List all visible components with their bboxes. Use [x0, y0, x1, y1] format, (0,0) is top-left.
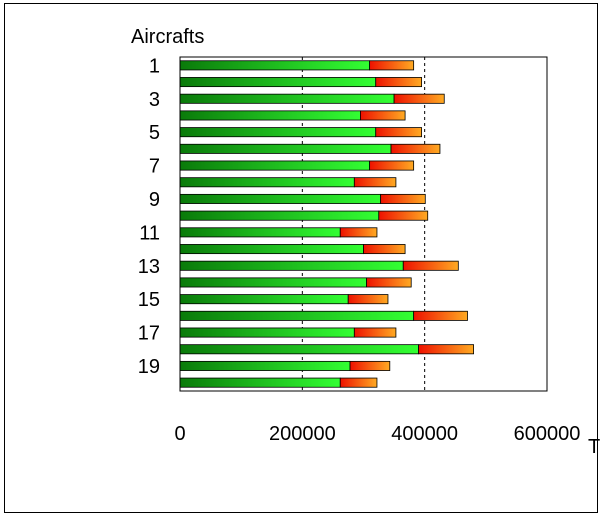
x-tick-label-400000: 400000 — [391, 423, 458, 445]
bar-segment-2-aircraft-11 — [339, 227, 378, 238]
x-tick-label-600000: 600000 — [514, 423, 581, 445]
y-tick-label-7: 7 — [149, 156, 160, 178]
x-axis-title: T — [588, 436, 600, 458]
bar-segment-1-aircraft-6 — [179, 143, 392, 154]
y-tick-label-5: 5 — [149, 122, 160, 144]
bar-segment-2-aircraft-18 — [418, 344, 474, 355]
bar-segment-2-aircraft-7 — [369, 160, 415, 171]
bar-segment-2-aircraft-16 — [413, 310, 468, 321]
bar-segment-2-aircraft-17 — [353, 327, 397, 338]
bar-segment-2-aircraft-10 — [378, 210, 429, 221]
y-tick-label-13: 13 — [138, 256, 160, 278]
bar-segment-2-aircraft-2 — [375, 77, 423, 88]
bar-segment-1-aircraft-2 — [179, 77, 377, 88]
bar-segment-1-aircraft-20 — [179, 377, 341, 388]
bar-segment-1-aircraft-7 — [179, 160, 371, 171]
bar-segment-1-aircraft-8 — [179, 177, 355, 188]
x-tick-label-200000: 200000 — [269, 423, 336, 445]
bar-segment-2-aircraft-1 — [369, 60, 415, 71]
y-tick-label-17: 17 — [138, 323, 160, 345]
bar-segment-2-aircraft-3 — [393, 93, 445, 104]
bar-segment-2-aircraft-4 — [360, 110, 406, 121]
bar-segment-2-aircraft-19 — [349, 360, 391, 371]
bar-segment-1-aircraft-1 — [179, 60, 371, 71]
bar-segment-2-aircraft-12 — [363, 244, 406, 255]
chart-frame — [4, 3, 598, 513]
bar-segment-1-aircraft-3 — [179, 93, 395, 104]
y-tick-label-15: 15 — [138, 289, 160, 311]
bar-segment-2-aircraft-9 — [380, 193, 426, 204]
y-tick-label-9: 9 — [149, 189, 160, 211]
bar-segment-2-aircraft-20 — [339, 377, 378, 388]
y-tick-label-3: 3 — [149, 89, 160, 111]
bar-segment-1-aircraft-17 — [179, 327, 355, 338]
bar-segment-2-aircraft-8 — [353, 177, 397, 188]
bar-segment-2-aircraft-15 — [347, 294, 389, 305]
bar-segment-1-aircraft-19 — [179, 360, 351, 371]
bar-segment-1-aircraft-15 — [179, 294, 349, 305]
bar-segment-1-aircraft-12 — [179, 244, 364, 255]
bar-segment-1-aircraft-9 — [179, 193, 382, 204]
bar-segment-1-aircraft-13 — [179, 260, 404, 271]
bar-segment-2-aircraft-6 — [390, 143, 441, 154]
bar-segment-2-aircraft-13 — [402, 260, 459, 271]
bar-segment-2-aircraft-5 — [375, 127, 423, 138]
x-tick-label-0: 0 — [174, 423, 185, 445]
y-tick-label-19: 19 — [138, 356, 160, 378]
bar-segment-1-aircraft-10 — [179, 210, 380, 221]
bar-segment-1-aircraft-4 — [179, 110, 361, 121]
bar-segment-2-aircraft-14 — [366, 277, 412, 288]
bar-segment-1-aircraft-5 — [179, 127, 377, 138]
plot-area — [179, 56, 548, 392]
bar-segment-1-aircraft-14 — [179, 277, 367, 288]
bar-segment-1-aircraft-18 — [179, 344, 419, 355]
y-tick-label-1: 1 — [149, 55, 160, 77]
bar-segment-1-aircraft-11 — [179, 227, 341, 238]
bar-segment-1-aircraft-16 — [179, 310, 415, 321]
y-axis-title: Aircrafts — [131, 26, 204, 48]
y-tick-label-11: 11 — [139, 222, 160, 244]
